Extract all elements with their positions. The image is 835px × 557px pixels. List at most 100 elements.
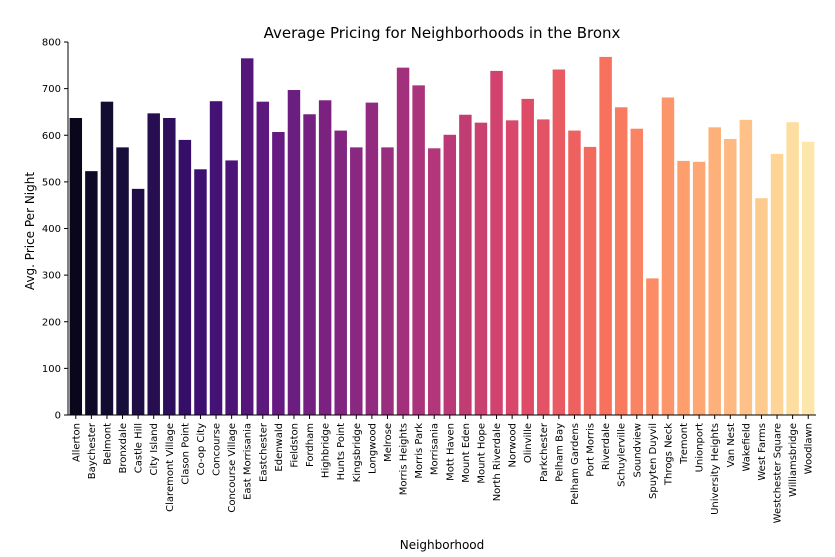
x-tick-label: Mott Haven [445, 423, 456, 481]
x-tick-label: North Riverdale [492, 423, 503, 501]
x-tick-label: Soundview [632, 423, 643, 478]
chart-title: Average Pricing for Neighborhoods in the… [264, 24, 621, 42]
bar-tremont [677, 160, 690, 415]
x-tick-label: Mount Eden [461, 423, 472, 483]
x-tick-label: Mount Hope [476, 423, 487, 484]
x-tick-label: Olinville [523, 423, 534, 463]
bar-co-op-city [194, 169, 207, 415]
x-tick-label: Concourse Village [227, 423, 238, 513]
bar-castle-hill [131, 188, 145, 415]
x-tick-label: Unionport [695, 423, 706, 472]
bar-fordham [303, 114, 316, 416]
bar-west-farms [755, 198, 768, 415]
x-tick-label: Norwood [508, 423, 519, 467]
bar-hunts-point [334, 130, 347, 415]
y-tick-label: 400 [42, 224, 61, 235]
x-tick-label: Fieldston [289, 423, 300, 468]
bar-university-heights [708, 127, 721, 415]
x-tick-label: University Heights [710, 423, 721, 515]
bar-pelham-gardens [568, 130, 581, 415]
bar-melrose [381, 147, 394, 415]
x-tick-label: Co-op City [196, 423, 207, 475]
x-tick-label: Morris Heights [399, 423, 410, 495]
bar-morris-park [412, 85, 425, 416]
x-tick-label: Westchester Square [773, 423, 784, 523]
y-tick-label: 200 [42, 317, 61, 328]
bar-baychester [85, 171, 98, 415]
x-tick-label: City Island [149, 423, 160, 476]
y-tick-label: 800 [42, 38, 61, 49]
x-tick-label: Hunts Point [336, 423, 347, 480]
bar-longwood [365, 102, 379, 416]
bar-mott-haven [443, 134, 457, 415]
x-tick-label: Port Morris [586, 423, 597, 477]
bar-belmont [100, 101, 114, 416]
x-tick-label: Longwood [367, 423, 378, 474]
y-tick-label: 0 [55, 411, 61, 422]
bar-schuylerville [614, 107, 628, 415]
bar-east-morrisania [240, 58, 254, 415]
bar-city-island [147, 113, 160, 415]
bar-van-nest [724, 138, 737, 416]
x-tick-label: Van Nest [726, 423, 737, 468]
x-axis-title: Neighborhood [400, 538, 485, 552]
bar-mount-eden [459, 114, 472, 415]
x-tick-label: Pelham Bay [554, 423, 565, 482]
bar-kingsbridge [350, 147, 363, 415]
bar-riverdale [599, 56, 612, 416]
bar-edenwald [272, 131, 285, 416]
y-axis-title: Avg. Price Per Night [23, 172, 37, 290]
x-tick-label: Clason Point [180, 423, 191, 485]
bar-port-morris [583, 146, 597, 415]
bar-clason-point [178, 139, 192, 415]
x-tick-label: Melrose [383, 423, 394, 462]
bar-pelham-bay [552, 69, 566, 415]
x-tick-label: Castle Hill [134, 423, 145, 473]
bar-throgs-neck [661, 97, 675, 415]
x-tick-label: Schuylerville [617, 423, 628, 487]
x-tick-label: Kingsbridge [352, 423, 363, 482]
bar-norwood [505, 120, 519, 415]
bar-wakefield [739, 119, 753, 416]
y-tick-label: 600 [42, 131, 61, 142]
bar-unionport [692, 161, 706, 415]
y-tick-label: 300 [42, 271, 61, 282]
bar-concourse [209, 101, 223, 416]
y-tick-label: 700 [42, 84, 61, 95]
bar-soundview [630, 128, 644, 415]
x-tick-label: Bronxdale [118, 423, 129, 474]
x-tick-label: Belmont [102, 423, 113, 465]
x-tick-label: Claremont Village [165, 423, 176, 512]
bar-parkchester [537, 119, 550, 416]
x-tick-label: Morris Park [414, 423, 425, 479]
x-tick-label: Riverdale [601, 423, 612, 470]
bar-olinville [521, 98, 534, 415]
bar-mount-hope [474, 122, 488, 415]
y-tick-label: 500 [42, 177, 61, 188]
x-tick-label: Highbridge [321, 423, 332, 478]
x-tick-label: Eastchester [258, 422, 269, 482]
bar-bronxdale [116, 147, 129, 415]
bar-concourse-village [225, 160, 238, 415]
x-tick-label: Woodlawn [804, 423, 815, 474]
bar-morrisania [427, 148, 441, 415]
bar-morris-heights [396, 67, 410, 415]
bar-north-riverdale [490, 70, 503, 415]
x-tick-label: Concourse [212, 423, 223, 476]
x-tick-label: Tremont [679, 423, 690, 465]
x-tick-label: Wakefield [741, 423, 752, 472]
x-tick-label: Parkchester [539, 422, 550, 482]
x-tick-label: Allerton [71, 423, 82, 462]
bar-allerton [69, 118, 83, 415]
y-axis: 0 100 200 300 400 500 600 700 800 [42, 38, 69, 422]
bar-fieldston [287, 90, 301, 416]
x-tick-label: Morrisania [430, 423, 441, 475]
bars-group [69, 56, 815, 416]
bar-westchester-square [770, 153, 784, 415]
bar-eastchester [256, 101, 270, 416]
x-tick-label: Baychester [87, 422, 98, 479]
bar-claremont-village [163, 118, 176, 415]
x-axis: Allerton Baychester Belmont Bronxdale Castle… [68, 414, 816, 523]
bar-spuyten-duyvil [646, 278, 659, 415]
